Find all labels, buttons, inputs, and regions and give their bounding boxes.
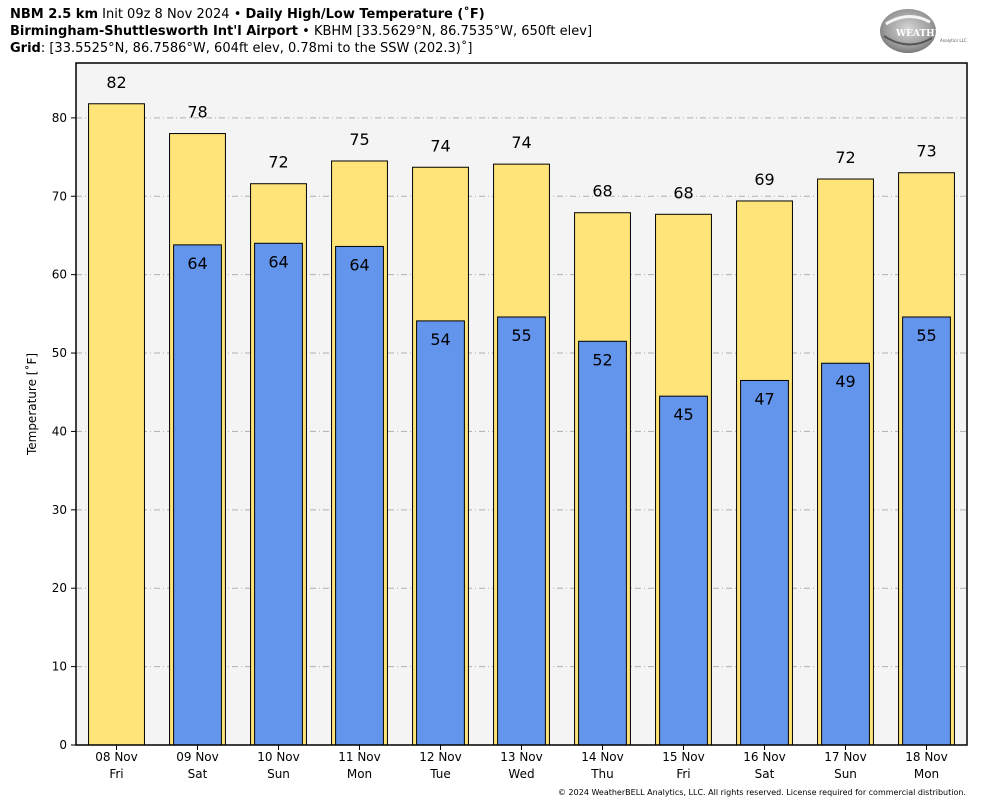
y-tick-label: 80 xyxy=(52,111,67,125)
y-tick-label: 60 xyxy=(52,268,67,282)
low-value-label: 55 xyxy=(511,326,531,345)
high-bar xyxy=(88,103,145,746)
separator: • xyxy=(302,24,310,39)
copyright-footer: © 2024 WeatherBELL Analytics, LLC. All r… xyxy=(558,788,966,797)
low-value-label: 54 xyxy=(430,330,450,349)
station-info: KBHM [33.5629°N, 86.7535°W, 650ft elev] xyxy=(313,24,593,39)
low-bar xyxy=(659,395,708,746)
x-tick-label-date: 09 Nov xyxy=(176,750,219,764)
y-tick-label: 40 xyxy=(52,424,67,438)
x-tick-label-day: Sun xyxy=(267,767,290,781)
low-bar xyxy=(497,316,546,746)
x-tick-label-date: 08 Nov xyxy=(95,750,138,764)
low-bar xyxy=(821,362,870,746)
product-name: Daily High/Low Temperature (˚F) xyxy=(245,7,485,22)
low-value-label: 47 xyxy=(754,389,774,408)
high-value-label: 75 xyxy=(349,130,369,149)
title-line-2: Birmingham-Shuttlesworth Int'l Airport •… xyxy=(10,23,592,40)
x-tick-label-day: Wed xyxy=(508,767,534,781)
logo-text: WEATHERBELL xyxy=(895,29,970,39)
high-value-label: 68 xyxy=(673,183,693,202)
y-axis: 0 10 20 30 40 50 60 70 80 xyxy=(52,111,76,752)
x-tick-label-day: Tue xyxy=(429,767,451,781)
x-tick-label-date: 12 Nov xyxy=(419,750,462,764)
title-line-3: Grid: [33.5525°N, 86.7586°W, 604ft elev,… xyxy=(10,40,472,57)
low-value-label: 64 xyxy=(349,255,369,274)
y-tick-label: 50 xyxy=(52,346,67,360)
y-tick-label: 20 xyxy=(52,581,67,595)
low-value-label: 52 xyxy=(592,350,612,369)
grid-info: : [33.5525°N, 86.7586°W, 604ft elev, 0.7… xyxy=(40,41,473,56)
x-axis: 08 Nov Fri 09 Nov Sat 10 Nov Sun 11 Nov Mon 12 N… xyxy=(95,745,948,781)
x-tick-label-date: 17 Nov xyxy=(824,750,867,764)
x-tick-label-date: 16 Nov xyxy=(743,750,786,764)
low-value-label: 49 xyxy=(835,372,855,391)
high-value-label: 73 xyxy=(916,142,936,161)
station-name: Birmingham-Shuttlesworth Int'l Airport xyxy=(10,24,299,39)
model-name: NBM 2.5 km xyxy=(10,7,98,22)
low-bar xyxy=(173,244,222,746)
x-tick-label-day: Fri xyxy=(109,767,123,781)
y-tick-label: 10 xyxy=(52,660,67,674)
y-tick-label: 30 xyxy=(52,503,67,517)
x-tick-label-day: Sun xyxy=(834,767,857,781)
y-tick-label: 0 xyxy=(59,738,67,752)
weatherbell-logo: WEATHERBELL Analytics LLC xyxy=(880,9,970,53)
x-tick-label-day: Sat xyxy=(755,767,775,781)
low-bar xyxy=(740,379,789,746)
low-value-label: 45 xyxy=(673,405,693,424)
high-value-label: 72 xyxy=(835,148,855,167)
high-value-label: 74 xyxy=(430,136,450,155)
high-value-label: 68 xyxy=(592,182,612,201)
x-tick-label-date: 10 Nov xyxy=(257,750,300,764)
high-value-label: 82 xyxy=(106,73,126,92)
low-bar xyxy=(578,340,627,746)
high-value-label: 74 xyxy=(511,133,531,152)
low-bar xyxy=(254,242,303,746)
low-value-label: 64 xyxy=(268,252,288,271)
low-bar xyxy=(902,316,951,746)
x-tick-label-day: Mon xyxy=(347,767,372,781)
x-tick-label-date: 18 Nov xyxy=(905,750,948,764)
x-tick-label-date: 13 Nov xyxy=(500,750,543,764)
low-value-label: 55 xyxy=(916,326,936,345)
x-tick-label-day: Thu xyxy=(590,767,614,781)
high-value-label: 69 xyxy=(754,170,774,189)
x-tick-label-day: Sat xyxy=(188,767,208,781)
x-tick-label-date: 14 Nov xyxy=(581,750,624,764)
x-tick-label-date: 15 Nov xyxy=(662,750,705,764)
y-axis-label: Temperature [˚F] xyxy=(24,353,39,456)
high-value-label: 78 xyxy=(187,103,207,122)
init-time: Init 09z 8 Nov 2024 xyxy=(102,7,230,22)
high-value-label: 72 xyxy=(268,153,288,172)
x-tick-label-day: Fri xyxy=(676,767,690,781)
separator: • xyxy=(233,7,242,22)
y-tick-label: 70 xyxy=(52,189,67,203)
bars: 82 78 64 72 64 75 64 74 54 74 55 68 52 68 45 69 47 72 49 73… xyxy=(88,73,955,746)
low-value-label: 64 xyxy=(187,254,207,273)
low-bar xyxy=(335,245,384,746)
logo-subtext: Analytics LLC xyxy=(940,38,967,43)
grid-label: Grid xyxy=(10,41,41,56)
title-line-1: NBM 2.5 km Init 09z 8 Nov 2024 • Daily H… xyxy=(10,6,485,23)
x-tick-label-day: Mon xyxy=(914,767,939,781)
low-bar xyxy=(416,320,465,746)
x-tick-label-date: 11 Nov xyxy=(338,750,381,764)
